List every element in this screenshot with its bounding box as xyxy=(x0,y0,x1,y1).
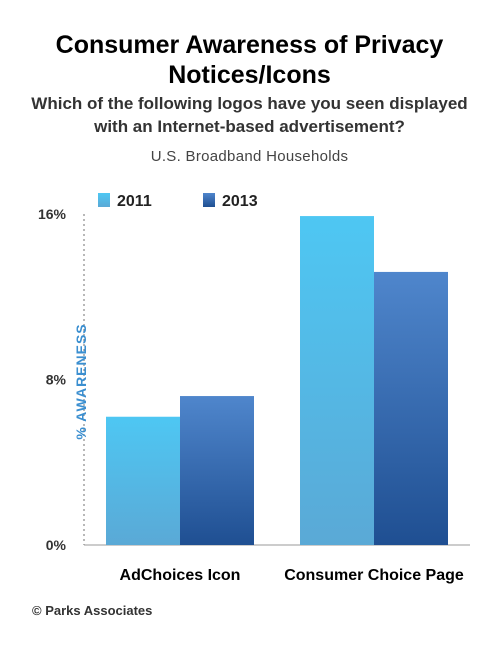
legend-swatch-2013 xyxy=(203,193,215,207)
chart-title-line-2: Notices/Icons xyxy=(168,61,331,89)
y-tick-label: 8% xyxy=(46,372,67,388)
copyright-credit: © Parks Associates xyxy=(32,603,153,618)
x-category-label: AdChoices Icon xyxy=(120,567,241,584)
bar-2013-adchoices-icon xyxy=(180,396,254,545)
chart-title-line-1: Consumer Awareness of Privacy xyxy=(55,31,444,59)
x-category-label: Consumer Choice Page xyxy=(284,567,464,584)
legend-label-2013: 2013 xyxy=(222,193,258,210)
bar-2011-consumer-choice-page xyxy=(300,216,374,545)
y-tick-label: 0% xyxy=(46,537,67,553)
chart-title: Consumer Awareness of Privacy Notices/Ic… xyxy=(0,30,499,90)
y-axis-title: % AWARENESS xyxy=(73,323,89,439)
y-tick-label: 16% xyxy=(38,206,67,222)
legend-swatch-2011 xyxy=(98,193,110,207)
bar-2013-consumer-choice-page xyxy=(374,271,448,545)
legend-label-2011: 2011 xyxy=(117,193,152,210)
bar-2011-adchoices-icon xyxy=(106,416,180,545)
chart-subtitle-line-2: with an Internet-based advertisement? xyxy=(94,117,405,136)
chart-subtitle: Which of the following logos have you se… xyxy=(0,92,499,138)
chart-subtitle-line-1: Which of the following logos have you se… xyxy=(31,94,468,113)
population-label: U.S. Broadband Households xyxy=(150,148,349,165)
